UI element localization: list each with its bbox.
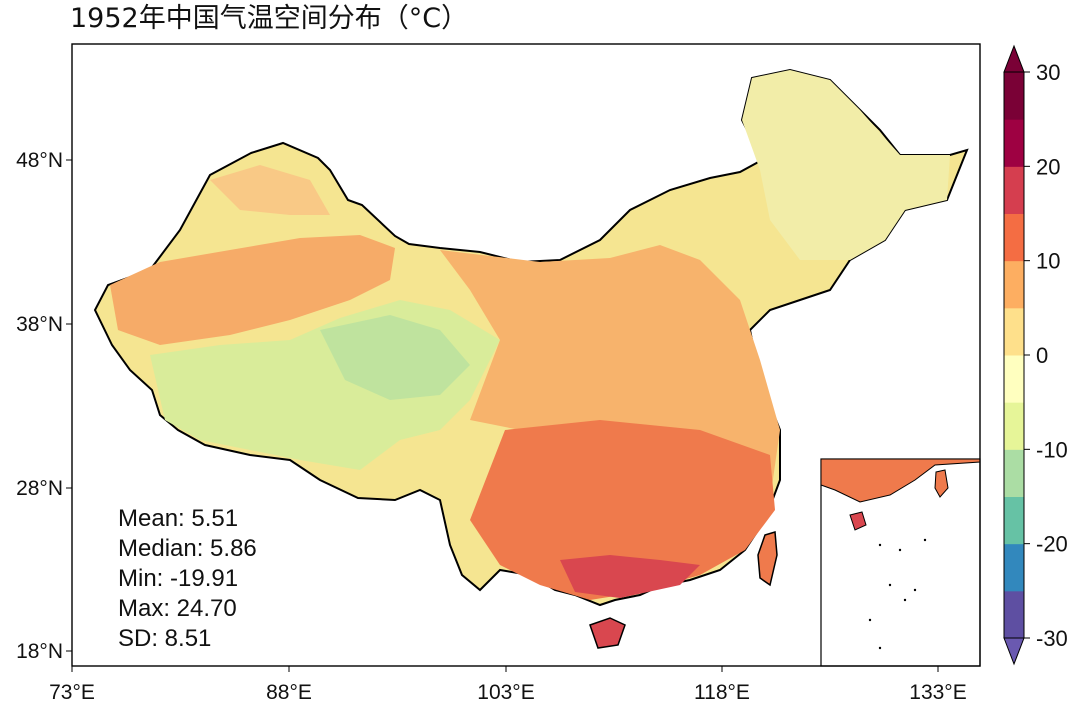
y-axis: 48°N 38°N 28°N 18°N <box>16 149 72 663</box>
colorbar-tick-label: 10 <box>1036 249 1060 274</box>
colorbar-tick-label: -20 <box>1036 532 1068 557</box>
stat-mean: Mean: 5.51 <box>118 505 238 532</box>
colorbar: 30 20 10 0 -10 -20 -30 <box>1003 44 1068 666</box>
colorbar-segment <box>1004 449 1024 497</box>
stat-median: Median: 5.86 <box>118 535 257 562</box>
map-title: 1952年中国气温空间分布（°C） <box>70 3 469 34</box>
colorbar-segment <box>1004 307 1024 356</box>
stat-sd: SD: 8.51 <box>118 625 211 652</box>
southernmost-hot <box>560 555 700 598</box>
colorbar-segment <box>1004 166 1024 214</box>
stat-min: Min: -19.91 <box>118 565 238 592</box>
junggar-basin <box>210 165 330 215</box>
x-axis: 73°E 88°E 103°E 118°E 133°E <box>49 666 967 704</box>
x-tick-label: 88°E <box>266 681 312 704</box>
colorbar-segment <box>1004 260 1024 309</box>
y-tick-label: 18°N <box>16 640 63 663</box>
colorbar-tick-label: -30 <box>1036 626 1068 651</box>
colorbar-extend-min <box>1003 637 1025 666</box>
statistics-box: Mean: 5.51 Median: 5.86 Min: -19.91 Max:… <box>118 505 257 652</box>
northeast-cool <box>742 70 950 260</box>
hainan-island <box>589 617 626 649</box>
colorbar-segment <box>1004 355 1024 403</box>
colorbar-segment <box>1004 496 1024 545</box>
y-tick-label: 28°N <box>16 477 63 500</box>
y-tick-label: 48°N <box>16 149 63 172</box>
map-frame <box>71 43 981 667</box>
x-tick-label: 133°E <box>909 681 966 704</box>
x-tick-label: 103°E <box>477 681 534 704</box>
colorbar-segment <box>1004 119 1024 167</box>
map-area <box>93 68 969 649</box>
taiwan-island <box>757 531 778 587</box>
colorbar-segment <box>1004 72 1024 120</box>
x-tick-label: 118°E <box>694 681 750 704</box>
tarim-basin-warm <box>110 235 395 345</box>
colorbar-segment <box>1004 402 1024 450</box>
colorbar-tick-label: 0 <box>1036 343 1048 368</box>
y-tick-label: 38°N <box>16 313 63 336</box>
south-china-sea-inset <box>820 458 981 667</box>
colorbar-segment <box>1004 213 1024 262</box>
plateau-core <box>320 315 470 400</box>
colorbar-extend-max <box>1003 44 1025 73</box>
south-china-hot <box>470 420 775 600</box>
colorbar-tick-label: -10 <box>1036 437 1068 462</box>
stat-max: Max: 24.70 <box>118 595 237 622</box>
x-tick-label: 73°E <box>49 681 95 704</box>
colorbar-segment <box>1004 590 1024 639</box>
colorbar-tick-label: 20 <box>1036 154 1060 179</box>
colorbar-tick-label: 30 <box>1036 60 1060 85</box>
colorbar-segment <box>1004 543 1024 592</box>
